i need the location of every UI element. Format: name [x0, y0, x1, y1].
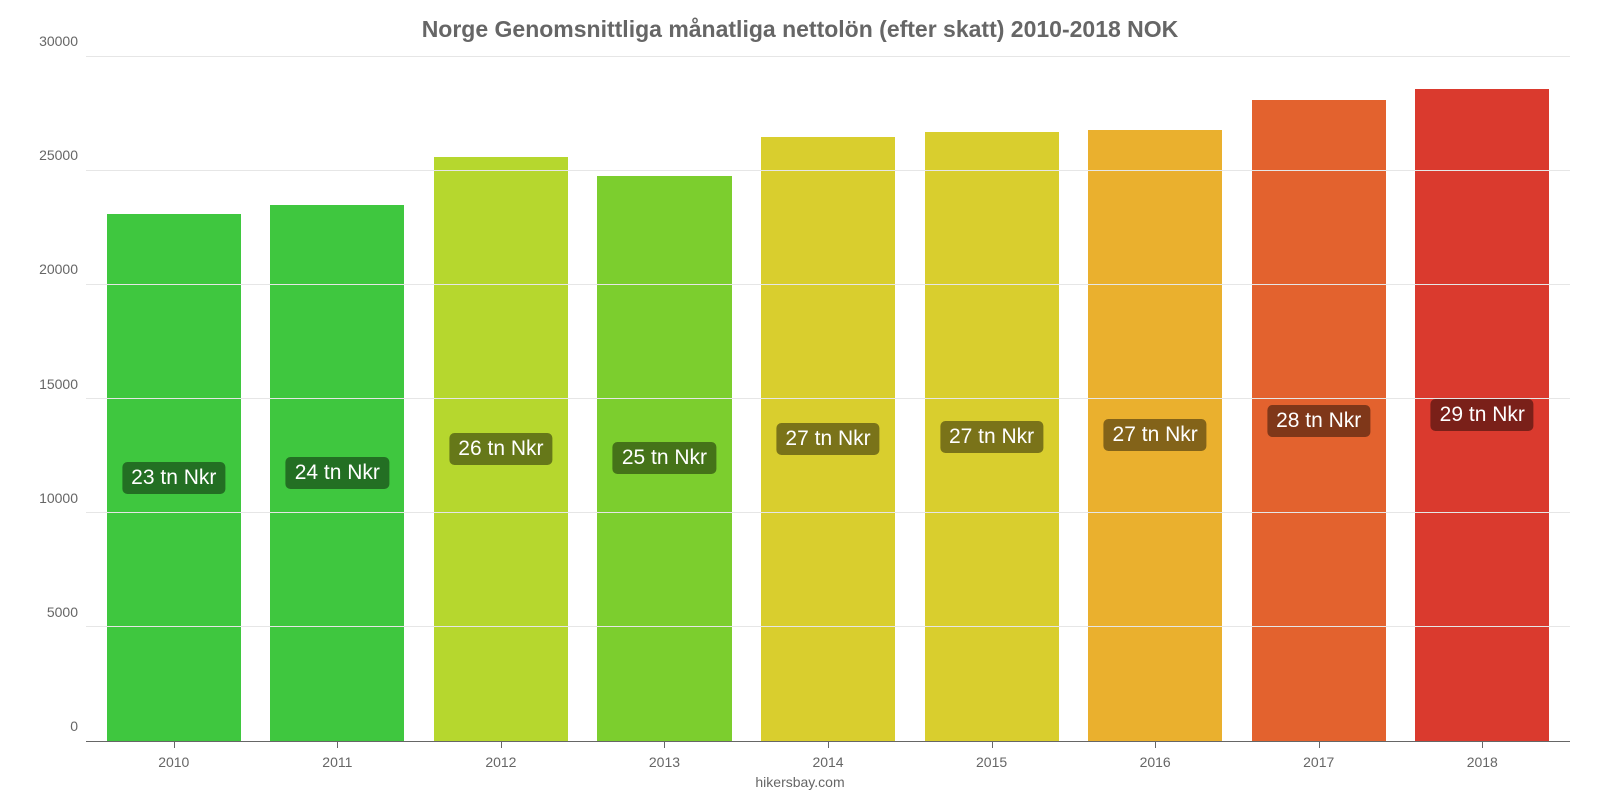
- bar-value-label: 28 tn Nkr: [1267, 405, 1370, 437]
- bar: 24 tn Nkr: [270, 205, 404, 741]
- attribution-text: hikersbay.com: [30, 774, 1570, 790]
- gridline: [86, 512, 1570, 513]
- bar-slot: 25 tn Nkr: [583, 57, 747, 741]
- x-tick-label: 2018: [1401, 742, 1565, 770]
- y-tick-label: 25000: [39, 147, 78, 163]
- y-tick-label: 30000: [39, 33, 78, 49]
- bar-slot: 29 tn Nkr: [1401, 57, 1565, 741]
- y-tick-label: 0: [70, 718, 78, 734]
- y-axis: 050001000015000200002500030000: [30, 57, 86, 742]
- gridline: [86, 170, 1570, 171]
- bar: 27 tn Nkr: [925, 132, 1059, 741]
- x-tick-label: 2013: [583, 742, 747, 770]
- gridline: [86, 284, 1570, 285]
- x-axis: 201020112012201320142015201620172018: [86, 742, 1570, 770]
- bar: 26 tn Nkr: [434, 157, 568, 741]
- bar-slot: 24 tn Nkr: [256, 57, 420, 741]
- y-tick-label: 5000: [47, 604, 78, 620]
- bars-container: 23 tn Nkr 24 tn Nkr 26 tn Nkr 25 tn Nkr 27 t…: [86, 57, 1570, 741]
- bar-value-label: 24 tn Nkr: [286, 457, 389, 489]
- y-tick-label: 20000: [39, 261, 78, 277]
- bar-slot: 23 tn Nkr: [92, 57, 256, 741]
- bar-value-label: 27 tn Nkr: [1104, 419, 1207, 451]
- x-tick-label: 2010: [92, 742, 256, 770]
- x-tick-label: 2011: [256, 742, 420, 770]
- gridline: [86, 56, 1570, 57]
- bar: 28 tn Nkr: [1252, 100, 1386, 741]
- bar-slot: 28 tn Nkr: [1237, 57, 1401, 741]
- bar-value-label: 27 tn Nkr: [776, 423, 879, 455]
- bar-slot: 27 tn Nkr: [910, 57, 1074, 741]
- x-tick-label: 2017: [1237, 742, 1401, 770]
- bar-slot: 27 tn Nkr: [746, 57, 910, 741]
- gridline: [86, 398, 1570, 399]
- plot-row: 050001000015000200002500030000 23 tn Nkr…: [30, 57, 1570, 742]
- bar-value-label: 26 tn Nkr: [449, 433, 552, 465]
- y-tick-label: 10000: [39, 490, 78, 506]
- bar-value-label: 27 tn Nkr: [940, 421, 1043, 453]
- bar: 27 tn Nkr: [761, 137, 895, 741]
- bar-slot: 26 tn Nkr: [419, 57, 583, 741]
- chart-title: Norge Genomsnittliga månatliga nettolön …: [30, 16, 1570, 43]
- bar: 27 tn Nkr: [1088, 130, 1222, 741]
- bar: 23 tn Nkr: [107, 214, 241, 741]
- x-tick-label: 2015: [910, 742, 1074, 770]
- gridline: [86, 626, 1570, 627]
- x-tick-label: 2012: [419, 742, 583, 770]
- x-tick-label: 2014: [746, 742, 910, 770]
- bar-value-label: 23 tn Nkr: [122, 462, 225, 494]
- bar-value-label: 29 tn Nkr: [1431, 399, 1534, 431]
- bar: 29 tn Nkr: [1415, 89, 1549, 741]
- salary-chart: Norge Genomsnittliga månatliga nettolön …: [0, 0, 1600, 800]
- y-tick-label: 15000: [39, 376, 78, 392]
- plot-area: 23 tn Nkr 24 tn Nkr 26 tn Nkr 25 tn Nkr 27 t…: [86, 57, 1570, 742]
- bar-value-label: 25 tn Nkr: [613, 442, 716, 474]
- bar: 25 tn Nkr: [597, 176, 731, 741]
- bar-slot: 27 tn Nkr: [1073, 57, 1237, 741]
- x-tick-label: 2016: [1073, 742, 1237, 770]
